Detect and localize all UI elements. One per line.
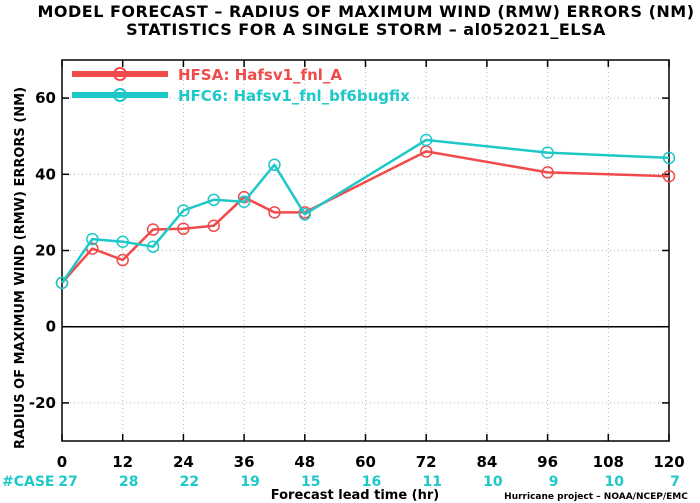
- y-axis-label: RADIUS OF MAXIMUM WIND (RMW) ERRORS (NM): [13, 87, 28, 449]
- case-count: 10: [605, 474, 625, 490]
- x-tick-label: 120: [653, 453, 684, 471]
- series-line: [60, 138, 670, 284]
- x-tick-label: 84: [476, 453, 497, 471]
- x-tick-label: 72: [416, 453, 437, 471]
- x-tick-labels: 0 12 24 36 48 60 72 84 96 108 120: [57, 453, 685, 471]
- y-tick-label: -20: [29, 394, 56, 412]
- case-count: 11: [422, 474, 441, 490]
- data-point: [419, 133, 433, 147]
- series-hfc6: [55, 133, 676, 290]
- data-point: [298, 208, 312, 221]
- data-point: [662, 169, 676, 183]
- case-count: 27: [58, 474, 77, 490]
- case-count: 10: [483, 474, 503, 490]
- series-hfsa: [55, 145, 676, 290]
- case-counts: 27 28 22 19 15 16 11 10 9 10 7: [58, 474, 680, 490]
- x-tick-label: 96: [537, 453, 558, 471]
- legend-hfsa-marker: [113, 67, 127, 81]
- chart-subtitle: STATISTICS FOR A SINGLE STORM – al052021…: [126, 20, 606, 39]
- data-point: [116, 235, 129, 248]
- data-point: [268, 206, 281, 219]
- legend-hfc6-label: HFC6: Hafsv1_fnl_bf6bugfix: [178, 87, 410, 105]
- x-axis-label: Forecast lead time (hr): [271, 488, 439, 503]
- case-count: 28: [119, 474, 138, 490]
- case-count: 7: [670, 474, 680, 490]
- x-tick-label: 108: [593, 453, 624, 471]
- data-point: [146, 240, 160, 253]
- x-tick-label: 36: [234, 453, 255, 471]
- y-tick-label: 60: [35, 89, 56, 107]
- legend: HFSA: Hafsv1_fnl_A HFC6: Hafsv1_fnl_bf6b…: [72, 66, 410, 105]
- case-count: 16: [362, 474, 381, 490]
- data-point: [237, 195, 251, 208]
- data-point: [541, 166, 554, 179]
- case-count: 22: [180, 474, 199, 490]
- data-point: [541, 146, 554, 159]
- x-tick-label: 24: [173, 453, 194, 471]
- case-count: 19: [240, 474, 259, 490]
- x-tick-label: 48: [294, 453, 315, 471]
- legend-hfsa-label: HFSA: Hafsv1_fnl_A: [178, 66, 342, 84]
- plot-frame: [61, 59, 670, 442]
- axes-frame: [61, 59, 670, 442]
- y-tick-labels: -20 0 20 40 60: [29, 89, 56, 412]
- y-tick-label: 40: [35, 165, 56, 183]
- case-count: 9: [549, 474, 559, 490]
- case-count: 15: [301, 474, 320, 490]
- data-point: [207, 219, 220, 232]
- data-point: [177, 204, 190, 217]
- data-point: [55, 276, 69, 290]
- data-point: [177, 222, 190, 236]
- x-tick-label: 60: [355, 453, 376, 471]
- x-tick-label: 12: [112, 453, 133, 471]
- data-point: [116, 253, 129, 267]
- credit-text: Hurricane project – NOAA/NCEP/EMC: [504, 492, 688, 502]
- series-line: [61, 150, 670, 284]
- data-point: [146, 223, 160, 236]
- legend-hfc6-marker: [113, 88, 127, 102]
- grid-lines: [61, 60, 670, 441]
- x-tick-label: 0: [57, 453, 67, 471]
- case-count-label: #CASE: [2, 474, 55, 490]
- y-tick-label: 0: [46, 318, 56, 336]
- data-point: [207, 193, 220, 207]
- data-point: [268, 158, 281, 172]
- chart-title: MODEL FORECAST – RADIUS OF MAXIMUM WIND …: [37, 2, 694, 21]
- series-lines: [55, 133, 676, 290]
- y-tick-label: 20: [35, 242, 56, 260]
- data-point: [662, 151, 676, 165]
- data-point: [86, 232, 99, 246]
